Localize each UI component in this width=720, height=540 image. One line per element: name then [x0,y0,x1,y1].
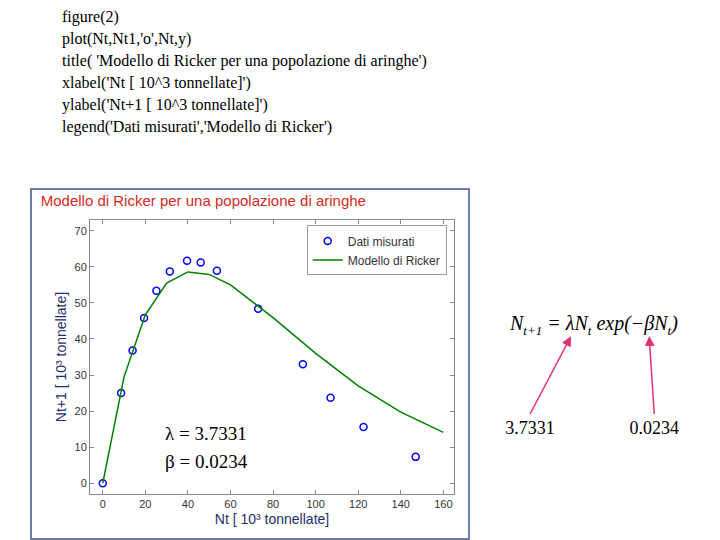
svg-text:20: 20 [75,405,87,417]
svg-text:Nt+1 [ 10³ tonnellate]: Nt+1 [ 10³ tonnellate] [53,292,69,422]
svg-text:Nt [ 10³ tonnellate]: Nt [ 10³ tonnellate] [215,511,329,527]
svg-text:Modello di Ricker per una popo: Modello di Ricker per una popolazione di… [41,192,366,209]
svg-text:160: 160 [434,498,452,510]
svg-text:β = 0.0234: β = 0.0234 [165,451,248,472]
svg-text:40: 40 [182,498,194,510]
svg-text:60: 60 [75,261,87,273]
svg-text:Dati misurati: Dati misurati [348,235,415,249]
svg-text:0: 0 [81,477,87,489]
svg-text:50: 50 [75,297,87,309]
svg-text:70: 70 [75,225,87,237]
html-text:figure(2) plot(Nt,Nt1,'o',Nt,y: figure(2) plot(Nt,Nt1,'o',Nt,y) title( '… [62,8,427,135]
svg-text:0: 0 [100,498,106,510]
svg-text:Modello di Ricker: Modello di Ricker [348,254,440,268]
svg-text:100: 100 [306,498,324,510]
svg-text:20: 20 [139,498,151,510]
svg-text:λ = 3.7331: λ = 3.7331 [165,423,247,444]
svg-text:80: 80 [267,498,279,510]
svg-text:10: 10 [75,441,87,453]
svg-text:120: 120 [349,498,367,510]
svg-text:30: 30 [75,369,87,381]
svg-text:60: 60 [224,498,236,510]
html-text:3.7331: 3.7331 [505,418,555,438]
svg-text:140: 140 [392,498,410,510]
svg-text:40: 40 [75,333,87,345]
html-text:0.0234: 0.0234 [629,418,679,438]
html-text:Nt+1= λ Ntexp(− β Nt): Nt+1= λ Ntexp(− β Nt) [510,312,678,338]
